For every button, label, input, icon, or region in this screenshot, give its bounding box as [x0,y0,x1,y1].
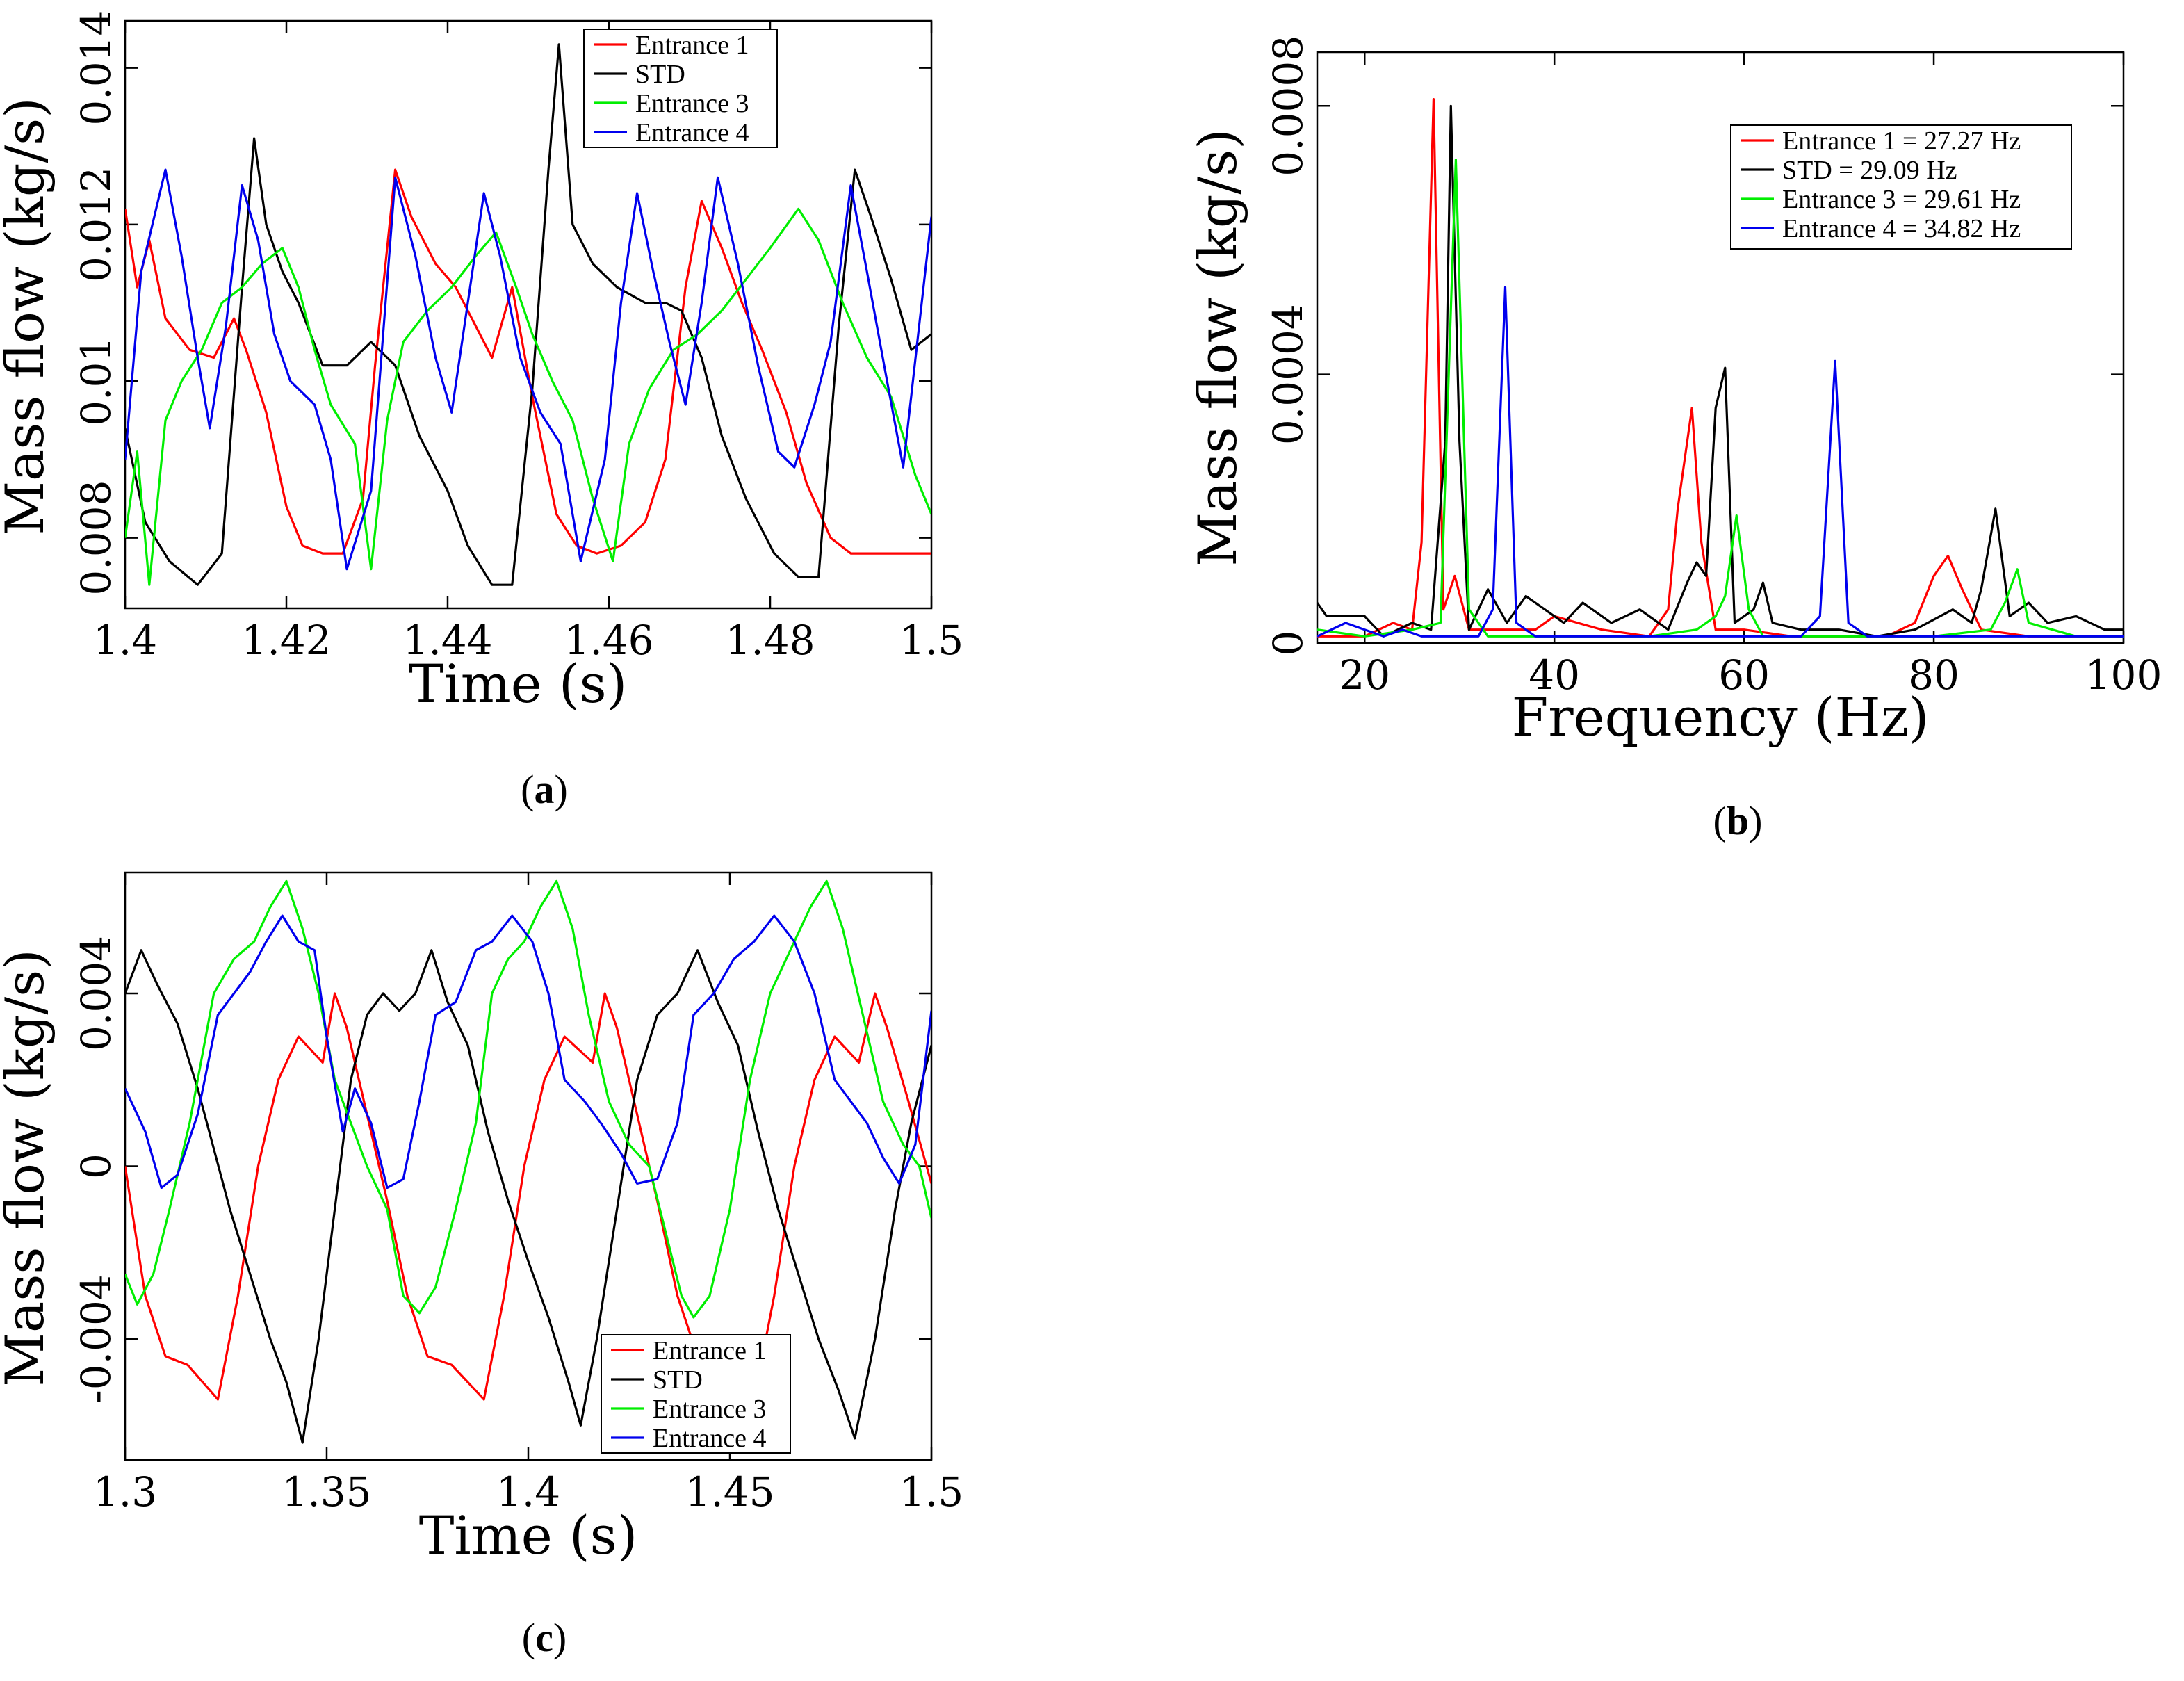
plot-frame [1316,51,2125,644]
y-tick-label: -0.004 [72,1274,120,1404]
legend-label: Entrance 3 [653,1395,767,1424]
series-line-3 [125,879,931,1319]
series-line-3 [125,207,931,586]
y-tick-label: 0.008 [72,480,120,596]
series-line-4 [1317,286,2124,638]
series-line-4 [125,914,931,1189]
legend-label: STD [635,60,685,89]
y-tick-label: 0.004 [72,936,120,1051]
x-tick-label: 1.5 [899,617,963,664]
x-tick-label: 100 [2085,651,2162,699]
y-tick-label: 0 [1264,631,1312,656]
y-tick-label: 0.012 [72,167,120,282]
series-line-2 [1317,104,2124,638]
series-line-1 [1317,98,2124,638]
series-line-1 [125,992,931,1401]
legend-label: STD [653,1365,703,1395]
legend-label: Entrance 1 = 27.27 Hz [1782,127,2021,156]
legend-label: STD = 29.09 Hz [1782,156,1957,185]
x-axis-title: Time (s) [409,653,628,715]
x-axis-title: Time (s) [419,1504,638,1566]
x-tick-label: 20 [1339,651,1390,699]
legend-label: Entrance 1 [635,31,749,60]
y-tick-label: 0 [72,1153,120,1179]
y-axis-title: Mass flow (kg/s) [0,97,56,535]
plot-frame [124,871,933,1461]
plot-frame [124,19,933,610]
legend-label: Entrance 4 [653,1424,767,1453]
y-tick-label: 0.014 [72,10,120,126]
x-tick-label: 1.5 [899,1468,963,1516]
panel-label: (c) [522,1615,567,1660]
x-tick-label: 40 [1529,651,1580,699]
series-line-1 [125,168,931,555]
x-axis-title: Frequency (Hz) [1512,686,1930,748]
legend-label: Entrance 3 = 29.61 Hz [1782,185,2021,214]
legend-box [601,1334,791,1454]
y-axis-title: Mass flow (kg/s) [0,949,56,1387]
series-line-3 [1317,158,2124,638]
legend-box [1730,124,2072,250]
series-line-2 [125,949,931,1444]
y-tick-label: 0.0008 [1264,35,1312,177]
legend-label: Entrance 4 [635,118,749,147]
legend-box [583,29,778,148]
panel-c-chart: 1.3 1.35 1.4 1.45 1.5 -0.004 0 0.004 Entrance 1S… [0,871,963,1660]
y-axis-title: Mass flow (kg/s) [1187,129,1248,567]
x-tick-label: 1.42 [241,617,331,664]
legend-label: Entrance 1 [653,1336,767,1365]
x-tick-label: 1.48 [725,617,815,664]
series-line-4 [125,168,931,571]
x-tick-label: 1.46 [564,617,653,664]
legend-label: Entrance 3 [635,89,749,118]
y-tick-label: 0.01 [72,336,120,426]
series-line-2 [125,43,931,586]
x-tick-label: 80 [1908,651,1959,699]
panel-b-chart: 20 40 60 80 100 0 0.0004 0.0008 Entrance 1 = 27.… [1187,35,2162,843]
x-tick-label: 60 [1718,651,1770,699]
x-tick-label: 1.4 [496,1468,560,1516]
legend-label: Entrance 4 = 34.82 Hz [1782,214,2021,243]
panel-a-chart: 1.4 1.42 1.44 1.46 1.48 1.5 0.008 0.01 0.012 0.01… [0,10,963,812]
x-tick-label: 1.44 [402,617,492,664]
x-tick-label: 1.4 [93,617,157,664]
x-tick-label: 1.35 [282,1468,371,1516]
panel-label: (b) [1713,798,1763,843]
x-tick-label: 1.3 [93,1468,157,1516]
x-tick-label: 1.45 [685,1468,774,1516]
panel-label: (a) [521,767,568,812]
y-tick-label: 0.0004 [1264,304,1312,445]
